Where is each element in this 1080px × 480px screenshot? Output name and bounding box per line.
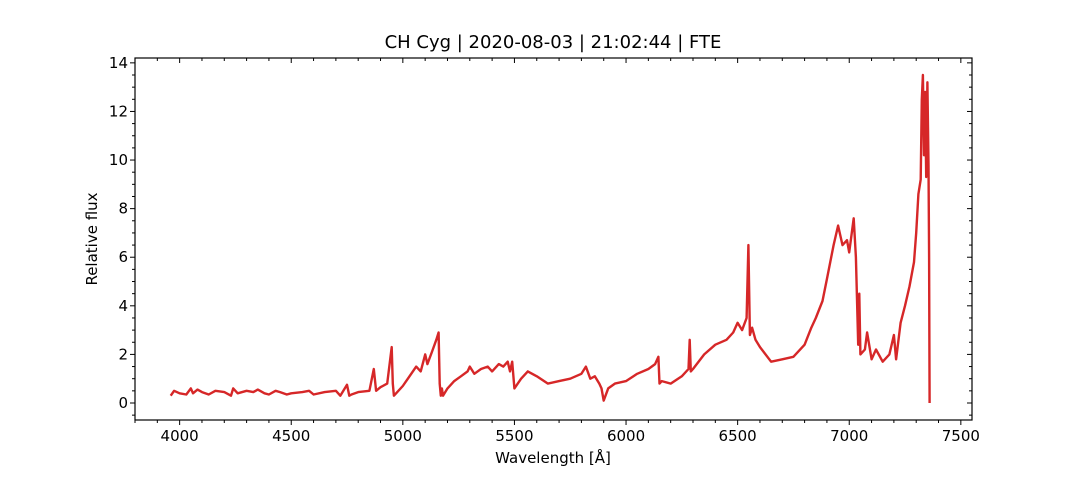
x-tick-label: 4500 <box>272 427 310 445</box>
x-tick-label: 4000 <box>161 427 199 445</box>
x-tick-label: 7500 <box>942 427 980 445</box>
chart-title: CH Cyg | 2020-08-03 | 21:02:44 | FTE <box>385 32 722 53</box>
x-tick-label: 6500 <box>719 427 757 445</box>
x-tick-label: 5000 <box>384 427 422 445</box>
y-tick-label: 0 <box>118 394 128 412</box>
y-tick-label: 6 <box>118 248 128 266</box>
spectrum-line <box>169 73 931 404</box>
x-tick-label: 6000 <box>607 427 645 445</box>
x-axis: 4000 4500 5000 5500 6000 6500 7000 7500 <box>134 58 980 445</box>
x-tick-label: 5500 <box>495 427 533 445</box>
y-tick-label: 14 <box>109 54 128 72</box>
plot-area <box>169 73 931 404</box>
y-tick-label: 8 <box>118 200 128 218</box>
x-tick-label: 7000 <box>830 427 868 445</box>
y-tick-label: 2 <box>118 345 128 363</box>
plot-frame <box>134 57 973 421</box>
y-tick-label: 10 <box>109 151 128 169</box>
x-axis-label: Wavelength [Å] <box>495 448 611 467</box>
y-tick-label: 12 <box>109 102 128 120</box>
y-axis-label: Relative flux <box>83 192 101 285</box>
y-tick-label: 4 <box>118 297 128 315</box>
